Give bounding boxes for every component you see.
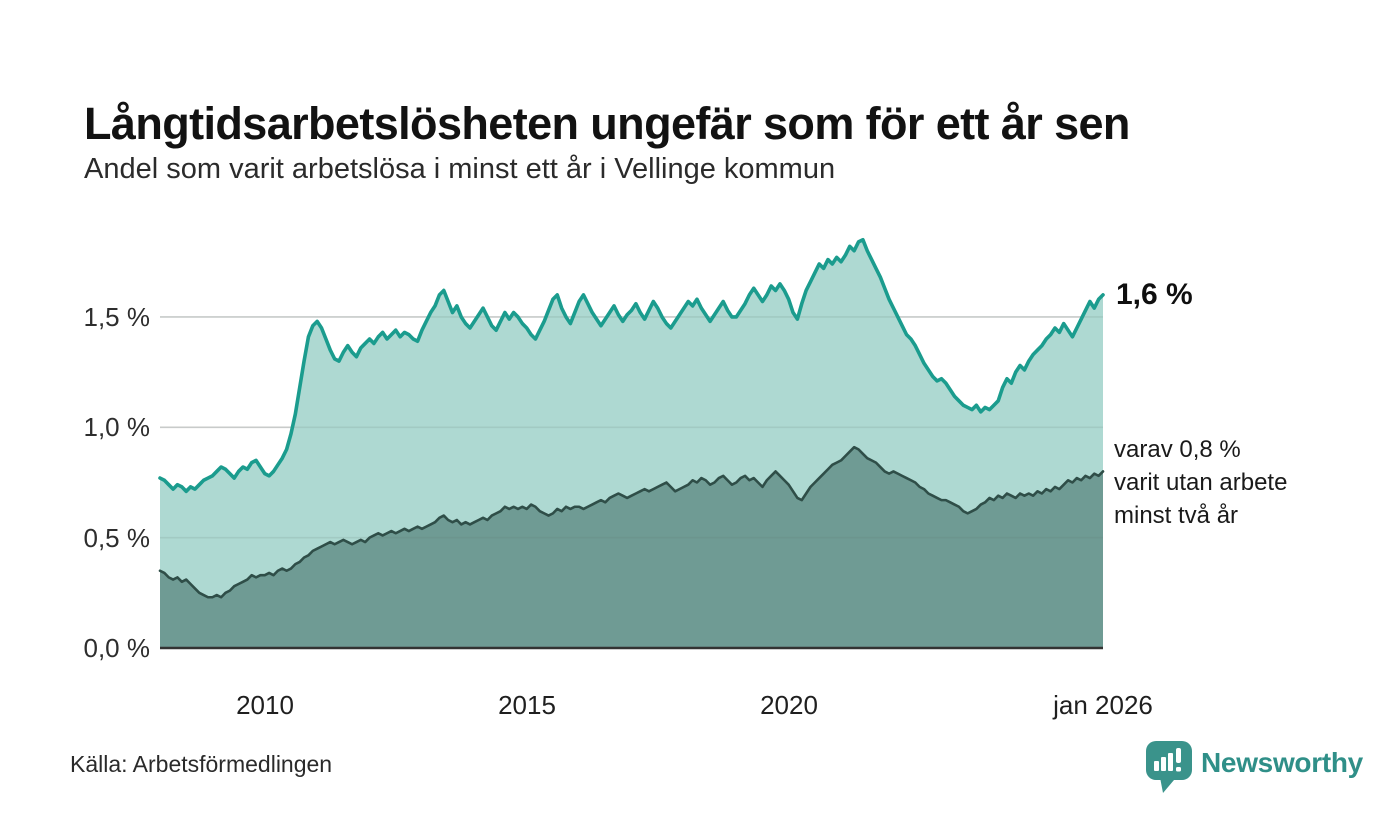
x-axis-tick-2015: 2015	[498, 690, 556, 720]
two-year-annotation-line-1: varav 0,8 %	[1114, 436, 1241, 463]
two-year-annotation-line-3: minst två år	[1114, 502, 1239, 529]
x-axis-tick-jan-2026: jan 2026	[1053, 690, 1153, 720]
y-axis-tick-1-0: 1,0 %	[83, 412, 151, 442]
x-axis-tick-2020: 2020	[760, 690, 818, 720]
x-axis-tick-2010: 2010	[236, 690, 294, 720]
latest-value-annotation: 1,6 %	[1116, 278, 1193, 311]
chart-subtitle: Andel som varit arbetslösa i minst ett å…	[84, 153, 836, 185]
newsworthy-icon	[1146, 741, 1192, 793]
two-year-annotation-line-2: varit utan arbete	[1114, 469, 1288, 496]
newsworthy-logo: Newsworthy	[1146, 741, 1363, 794]
two-year-annotation: varav 0,8 % varit utan arbete minst två …	[1114, 433, 1287, 532]
source-note: Källa: Arbetsförmedlingen	[70, 751, 333, 777]
y-axis-tick-0-0: 0,0 %	[83, 633, 151, 663]
y-axis-tick-1-5: 1,5 %	[83, 302, 151, 332]
newsworthy-logo-text: Newsworthy	[1201, 747, 1363, 778]
y-axis-tick-0-5: 0,5 %	[83, 523, 151, 553]
chart-title: Långtidsarbetslösheten ungefär som för e…	[84, 98, 1130, 150]
